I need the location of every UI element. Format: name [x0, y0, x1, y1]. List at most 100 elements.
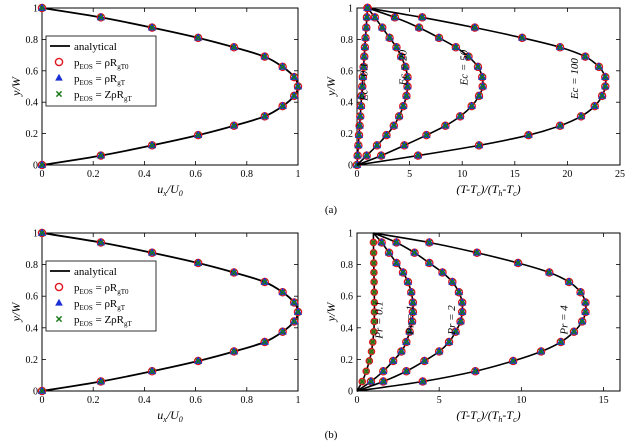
a-right-series-0-marker-cross	[356, 122, 363, 129]
b-left-marker-cross	[295, 309, 301, 315]
b-right-series-0-marker-cross	[370, 339, 376, 345]
a-right-series-1-marker-cross	[374, 142, 380, 149]
b-right-series-1-marker-cross	[378, 239, 385, 246]
b-right-series-2-marker-cross	[421, 358, 428, 364]
b-right-axes-frame	[356, 232, 621, 392]
a-left-ytick-label: 1	[33, 4, 38, 15]
a-left-ylabel: y/W	[9, 76, 23, 97]
a-left-xtick-label: 0	[40, 169, 45, 180]
b-left-ytick-label: 0.4	[26, 323, 39, 334]
a-right-series-2-marker-cross	[479, 74, 486, 80]
a-left-ytick-label: 0.6	[26, 66, 39, 77]
b-right-series-0-marker-cross	[371, 299, 378, 306]
b-left-legend-cross-swatch	[55, 315, 63, 323]
b-right-series-0-marker-cross	[371, 269, 377, 276]
a-right-xtick-label: 0	[355, 169, 360, 180]
a-right-ytick-label: 0.4	[341, 98, 354, 109]
panel-b-left-velocity-profile: 0 0.2 0.4 0.6 0.8 1 0 0.2 0.4 0.6 0.8 1 ux​/U0​ y/W an…	[9, 228, 303, 424]
b-right-series-2-marker-cross	[393, 239, 400, 246]
a-right-series-1-marker-cross	[404, 83, 411, 90]
b-right-series-3-marker-cross	[577, 289, 584, 296]
a-right-series-0-marker-cross	[363, 24, 370, 31]
b-right-ytick-label: 0.2	[341, 355, 354, 366]
a-right-series-3-marker-cross	[519, 34, 526, 41]
a-right-series-3-marker-cross	[591, 103, 598, 110]
b-right-series-2-marker-cross	[456, 289, 462, 296]
b-right-series-2-marker-cross	[439, 269, 446, 276]
a-left-legend-circle-swatch	[54, 57, 64, 67]
b-right-series-0-marker-cross	[371, 279, 377, 285]
b-right-series-3-marker-cross	[546, 269, 553, 276]
b-left-legend-label-1: pEOS​ = ρRgT​0​	[74, 282, 129, 296]
b-right-series-3-marker-cross	[426, 239, 433, 246]
b-right-series-2-marker-cross	[459, 299, 466, 306]
a-left-marker-cross	[295, 83, 301, 90]
a-right-series-3-marker-cross	[415, 152, 421, 159]
a-left-marker-cross	[261, 53, 268, 60]
b-right-series-3-marker-cross	[472, 368, 479, 375]
b-left-xtick-label: 0.8	[241, 395, 254, 406]
b-right-series-1-marker-cross	[409, 318, 415, 325]
b-right-series-3-marker-cross	[557, 339, 564, 345]
a-left-ytick-label: 0	[33, 161, 38, 172]
b-right-xtick-label: 10	[516, 395, 526, 406]
a-right-ytick-label: 0.2	[341, 129, 354, 140]
a-right-series-0-marker-cross	[356, 132, 362, 139]
b-left-marker-cross	[231, 348, 237, 355]
b-left-marker-cross	[279, 328, 286, 335]
a-left-ytick-label: 0.2	[26, 129, 39, 140]
a-right-series-2-marker-cross	[468, 103, 475, 110]
b-right-series-3-marker-cross	[566, 279, 572, 285]
b-right-ytick-label: 0.4	[341, 323, 354, 334]
a-right-series-2-marker-cross	[378, 152, 385, 159]
a-right-series-1-marker-cross	[400, 103, 407, 110]
b-left-ytick-label: 0	[33, 387, 38, 398]
b-right-series-3-marker-cross	[510, 358, 517, 364]
b-left-marker-cross	[261, 339, 268, 345]
a-right-series-2-marker-cross	[465, 53, 472, 60]
a-right-ytick-label: 0	[348, 161, 353, 172]
b-left-ytick-label: 0.2	[26, 355, 39, 366]
panel-b-right-temperature-pr: 0 5 10 15 0 0.2 0.4 0.6 0.8 1 (T-Tc​)/(Th​-Tc​) y/W…	[324, 229, 621, 424]
b-right-series-0-marker-cross	[371, 329, 377, 335]
a-right-series-3-marker-cross	[364, 5, 371, 11]
a-right-xtick-label: 5	[407, 169, 412, 180]
a-right-ytick-label: 1	[348, 4, 353, 15]
b-right-series-1-marker-cross	[386, 249, 392, 256]
b-right-ytick-label: 1	[348, 229, 353, 240]
b-left-xtick-label: 0	[40, 395, 45, 406]
b-left-marker-cross	[195, 358, 202, 364]
caption-b: (b)	[325, 429, 338, 441]
a-left-legend-cross-swatch	[55, 90, 63, 98]
a-left-marker-cross	[195, 132, 202, 139]
a-left-legend-box	[45, 35, 157, 107]
a-right-series-1-marker-cross	[383, 132, 390, 139]
a-right-series-3-marker-cross	[525, 132, 532, 139]
a-left-xtick-label: 0.8	[241, 169, 254, 180]
a-right-series-2-marker-cross	[416, 24, 422, 31]
a-right-series-2-marker-cross	[436, 34, 442, 41]
a-right-series-0-marker-cross	[358, 93, 365, 99]
a-right-series-2-marker-cross	[401, 142, 408, 149]
a-right-series-3-marker-cross	[476, 142, 482, 149]
b-right-ytick-label: 0.8	[341, 260, 354, 271]
b-left-marker-cross	[231, 269, 237, 276]
b-right-series-3-marker-cross	[571, 328, 577, 335]
a-right-series-3-marker-cross	[557, 44, 563, 51]
b-right-series-2-marker-cross	[426, 260, 433, 266]
a-right-series-3-marker-cross	[471, 24, 478, 31]
b-left-marker-cross	[291, 299, 298, 306]
a-right-series-0-marker-cross	[360, 63, 367, 70]
b-right-series-1-marker-cross	[409, 309, 416, 315]
a-right-series-3-marker-cross	[578, 113, 584, 120]
panel-a-left-velocity-profile: 0 0.2 0.4 0.6 0.8 1 0 0.2 0.4 0.6 0.8 1 ux​/U0​ y/W an…	[9, 3, 303, 198]
a-left-legend-label-3: pEOS​ = ZρRgT​	[74, 89, 132, 103]
b-right-series-1-marker-cross	[403, 339, 410, 345]
a-right-series-0-marker-cross	[362, 34, 369, 41]
a-right-series-0-marker-cross	[363, 14, 370, 21]
a-right-series-2-marker-cross	[476, 93, 482, 99]
b-left-xtick-label: 0.4	[138, 395, 151, 406]
a-right-series-2-marker-cross	[457, 113, 463, 120]
b-right-series-0-marker-cross	[370, 250, 377, 256]
a-right-ytick-label: 0.8	[341, 35, 354, 46]
